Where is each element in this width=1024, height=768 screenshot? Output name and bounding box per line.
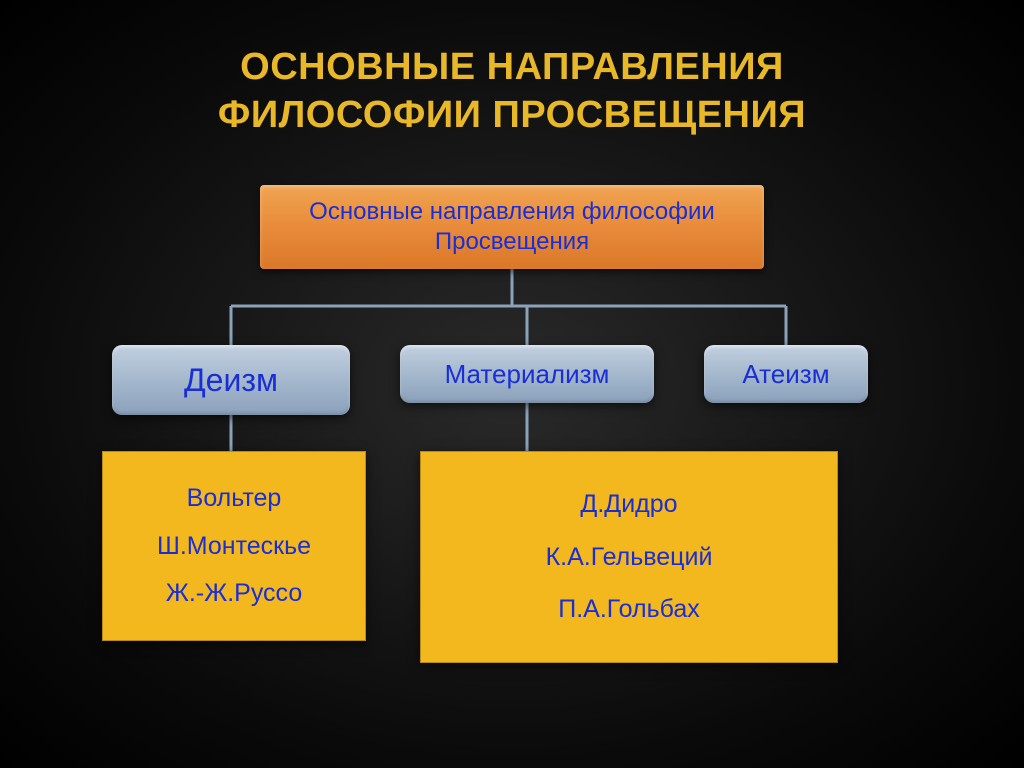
category-atheism-label: Атеизм — [742, 359, 829, 390]
category-atheism: Атеизм — [704, 345, 868, 403]
persons-materialism: Д.Дидро К.А.Гельвеций П.А.Гольбах — [420, 451, 838, 663]
person-item: Д.Дидро — [580, 490, 677, 519]
persons-deism: Вольтер Ш.Монтескье Ж.-Ж.Руссо — [102, 451, 366, 641]
person-item: К.А.Гельвеций — [546, 543, 713, 572]
category-deism: Деизм — [112, 345, 350, 415]
diagram-area: Основные направления философии Просвещен… — [0, 0, 1024, 768]
person-item: Ж.-Ж.Руссо — [166, 579, 302, 608]
category-deism-label: Деизм — [184, 362, 278, 399]
category-materialism: Материализм — [400, 345, 654, 403]
root-box: Основные направления философии Просвещен… — [260, 185, 764, 269]
person-item: Ш.Монтескье — [157, 532, 311, 561]
person-item: П.А.Гольбах — [558, 595, 700, 624]
person-item: Вольтер — [187, 484, 282, 513]
category-materialism-label: Материализм — [445, 359, 610, 390]
root-label: Основные направления философии Просвещен… — [278, 197, 746, 257]
